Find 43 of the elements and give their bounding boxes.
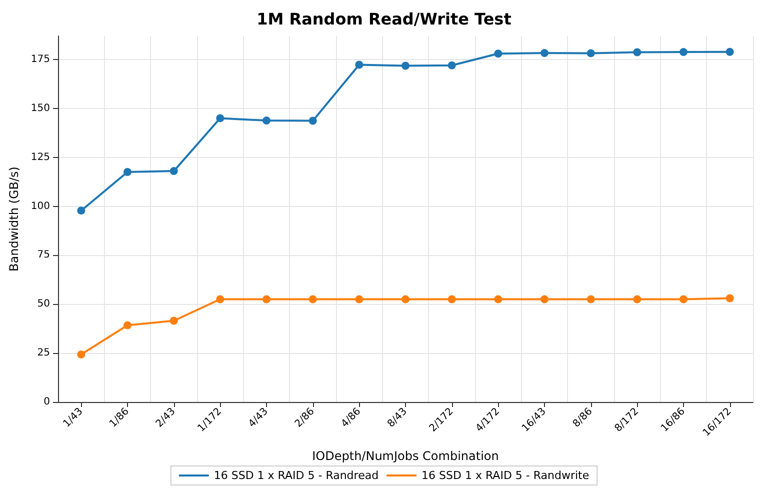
point — [124, 321, 132, 330]
y-tick-label: 50 — [37, 298, 50, 310]
point — [262, 116, 270, 125]
point — [402, 295, 410, 304]
point — [680, 295, 688, 304]
x-axis-title: IODepth/NumJobs Combination — [312, 449, 499, 463]
point — [308, 295, 317, 304]
y-tick-label: 25 — [37, 348, 50, 359]
y-tick-label: 175 — [30, 54, 50, 65]
point — [680, 48, 688, 56]
point — [586, 49, 595, 58]
point — [170, 316, 178, 325]
y-tick-label: 0 — [44, 396, 50, 408]
point — [77, 206, 86, 215]
y-tick-label: 100 — [30, 200, 50, 212]
point — [402, 62, 410, 70]
point — [540, 49, 548, 58]
point — [262, 295, 270, 304]
point — [633, 48, 642, 56]
chart-title: 1M Random Read/Write Test — [256, 10, 512, 28]
point — [494, 295, 502, 304]
point — [633, 295, 642, 304]
point — [586, 295, 595, 304]
y-tick-label: 75 — [37, 250, 50, 261]
point — [216, 295, 224, 304]
point — [170, 167, 178, 176]
point — [77, 350, 86, 358]
legend-label: 16 SSD 1 x RAID 5 - Randread — [214, 469, 379, 482]
y-tick-label: 125 — [30, 152, 50, 163]
point — [355, 295, 364, 304]
point — [216, 114, 224, 122]
point — [308, 116, 317, 125]
point — [726, 48, 734, 56]
point — [124, 168, 132, 176]
legend-label: 16 SSD 1 x RAID 5 - Randwrite — [422, 469, 590, 482]
point — [355, 60, 364, 69]
point — [448, 61, 456, 70]
point — [494, 50, 502, 58]
point — [448, 295, 456, 304]
point — [540, 295, 548, 304]
y-axis-title: Bandwidth (GB/s) — [7, 166, 21, 272]
point — [726, 294, 734, 302]
y-tick-label: 150 — [30, 102, 50, 114]
